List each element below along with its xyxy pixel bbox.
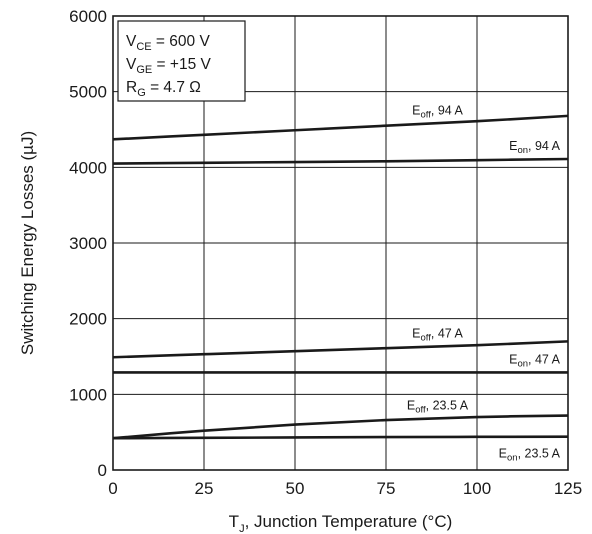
series-line (112, 340, 569, 359)
y-axis-title: Switching Energy Losses (µJ) (18, 131, 37, 355)
plot-frame (112, 15, 569, 471)
series-label: Eoff, 23.5 A (407, 399, 469, 416)
series-labels: Eoff, 94 A Eon, 94 A Eoff, 47 A Eon, 47 A Eo… (407, 103, 561, 463)
condition-vce: VCE = 600 V (126, 33, 210, 53)
curves (112, 114, 569, 440)
condition-rg: RG = 4.7 Ω (126, 79, 201, 99)
y-tick-label: 1000 (69, 385, 107, 404)
y-tick-label: 2000 (69, 310, 107, 329)
x-tick-label: 125 (554, 479, 582, 498)
series-label: Eon, 94 A (509, 139, 561, 156)
x-tick-label: 50 (286, 479, 305, 498)
y-tick-label: 0 (98, 461, 107, 480)
series-label: Eoff, 47 A (412, 327, 463, 344)
series-line (112, 157, 569, 165)
x-axis-title: TJ, Junction Temperature (°C) (229, 512, 453, 534)
y-tick-label: 3000 (69, 234, 107, 253)
series-label: Eon, 47 A (509, 352, 561, 369)
x-tick-label: 75 (377, 479, 396, 498)
series-label: Eoff, 94 A (412, 103, 463, 120)
series-line (112, 435, 569, 440)
x-tick-label: 25 (195, 479, 214, 498)
y-tick-label: 6000 (69, 7, 107, 26)
series-label: Eon, 23.5 A (499, 447, 561, 464)
y-tick-label: 4000 (69, 158, 107, 177)
y-tick-label: 5000 (69, 83, 107, 102)
series-line (112, 414, 569, 440)
series-line (112, 114, 569, 141)
x-tick-label: 100 (463, 479, 491, 498)
conditions-box: VCE = 600 V VGE = +15 V RG = 4.7 Ω (117, 20, 246, 102)
tick-labels: 0 25 50 75 100 125 0 1000 2000 3000 4000 5000 6000 (69, 7, 582, 498)
x-tick-label: 0 (108, 479, 117, 498)
condition-vge: VGE = +15 V (126, 56, 212, 76)
